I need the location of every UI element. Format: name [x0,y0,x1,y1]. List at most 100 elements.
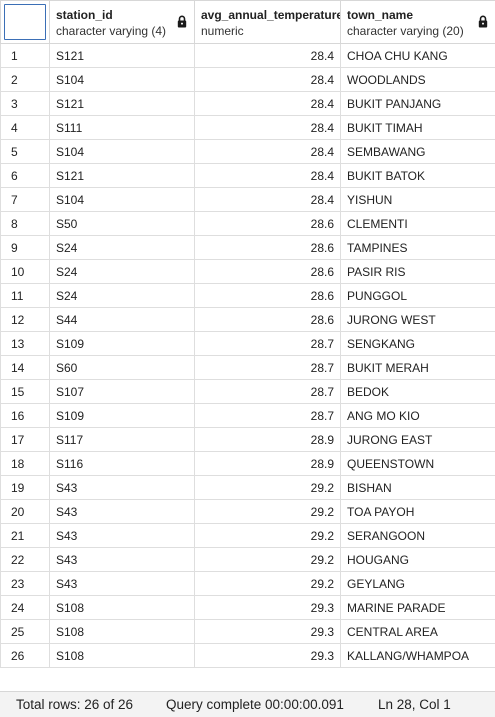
table-row[interactable]: 22 S43 29.2 HOUGANG [0,547,495,572]
cell-avg-annual-temperature[interactable]: 28.9 [194,451,341,476]
cell-station-id[interactable]: S108 [49,643,195,668]
cell-station-id[interactable]: S60 [49,355,195,380]
cell-town-name[interactable]: PASIR RIS [340,259,495,284]
row-number[interactable]: 19 [0,475,50,500]
table-row[interactable]: 23 S43 29.2 GEYLANG [0,571,495,596]
cell-avg-annual-temperature[interactable]: 28.4 [194,43,341,68]
cell-town-name[interactable]: CLEMENTI [340,211,495,236]
row-number[interactable]: 13 [0,331,50,356]
cell-avg-annual-temperature[interactable]: 28.7 [194,331,341,356]
cell-station-id[interactable]: S116 [49,451,195,476]
row-number[interactable]: 24 [0,595,50,620]
table-row[interactable]: 18 S116 28.9 QUEENSTOWN [0,451,495,476]
row-number[interactable]: 25 [0,619,50,644]
table-row[interactable]: 14 S60 28.7 BUKIT MERAH [0,355,495,380]
cell-town-name[interactable]: BISHAN [340,475,495,500]
table-row[interactable]: 20 S43 29.2 TOA PAYOH [0,499,495,524]
cell-town-name[interactable]: BUKIT PANJANG [340,91,495,116]
row-number[interactable]: 8 [0,211,50,236]
table-row[interactable]: 12 S44 28.6 JURONG WEST [0,307,495,332]
cell-station-id[interactable]: S121 [49,163,195,188]
table-row[interactable]: 7 S104 28.4 YISHUN [0,187,495,212]
table-row[interactable]: 1 S121 28.4 CHOA CHU KANG [0,43,495,68]
column-header-avg-annual-temperature[interactable]: avg_annual_temperature numeric [194,0,341,44]
row-number[interactable]: 1 [0,43,50,68]
cell-avg-annual-temperature[interactable]: 28.6 [194,307,341,332]
table-row[interactable]: 11 S24 28.6 PUNGGOL [0,283,495,308]
table-row[interactable]: 26 S108 29.3 KALLANG/WHAMPOA [0,643,495,668]
table-row[interactable]: 17 S117 28.9 JURONG EAST [0,427,495,452]
row-number[interactable]: 7 [0,187,50,212]
row-number[interactable]: 23 [0,571,50,596]
row-number[interactable]: 22 [0,547,50,572]
cell-town-name[interactable]: JURONG EAST [340,427,495,452]
cell-town-name[interactable]: YISHUN [340,187,495,212]
row-number[interactable]: 6 [0,163,50,188]
row-number[interactable]: 21 [0,523,50,548]
cell-station-id[interactable]: S104 [49,187,195,212]
cell-town-name[interactable]: ANG MO KIO [340,403,495,428]
table-row[interactable]: 15 S107 28.7 BEDOK [0,379,495,404]
cell-town-name[interactable]: BEDOK [340,379,495,404]
cell-avg-annual-temperature[interactable]: 29.3 [194,619,341,644]
cell-town-name[interactable]: TOA PAYOH [340,499,495,524]
row-number[interactable]: 4 [0,115,50,140]
table-row[interactable]: 5 S104 28.4 SEMBAWANG [0,139,495,164]
cell-avg-annual-temperature[interactable]: 28.7 [194,355,341,380]
cell-station-id[interactable]: S104 [49,67,195,92]
cell-town-name[interactable]: BUKIT BATOK [340,163,495,188]
cell-station-id[interactable]: S111 [49,115,195,140]
table-row[interactable]: 21 S43 29.2 SERANGOON [0,523,495,548]
cell-avg-annual-temperature[interactable]: 29.2 [194,475,341,500]
table-row[interactable]: 13 S109 28.7 SENGKANG [0,331,495,356]
cell-town-name[interactable]: CENTRAL AREA [340,619,495,644]
cell-town-name[interactable]: KALLANG/WHAMPOA [340,643,495,668]
cell-avg-annual-temperature[interactable]: 28.7 [194,403,341,428]
cell-station-id[interactable]: S109 [49,403,195,428]
cell-avg-annual-temperature[interactable]: 29.2 [194,523,341,548]
cell-town-name[interactable]: TAMPINES [340,235,495,260]
cell-station-id[interactable]: S24 [49,283,195,308]
cell-avg-annual-temperature[interactable]: 28.4 [194,115,341,140]
column-header-town-name[interactable]: town_name character varying (20) [340,0,495,44]
cell-station-id[interactable]: S43 [49,475,195,500]
cell-town-name[interactable]: SENGKANG [340,331,495,356]
cell-town-name[interactable]: WOODLANDS [340,67,495,92]
row-number[interactable]: 5 [0,139,50,164]
cell-station-id[interactable]: S44 [49,307,195,332]
cell-station-id[interactable]: S24 [49,235,195,260]
cell-station-id[interactable]: S121 [49,43,195,68]
cell-station-id[interactable]: S50 [49,211,195,236]
row-number[interactable]: 15 [0,379,50,404]
cell-town-name[interactable]: HOUGANG [340,547,495,572]
cell-avg-annual-temperature[interactable]: 29.2 [194,499,341,524]
cell-avg-annual-temperature[interactable]: 28.6 [194,235,341,260]
cell-town-name[interactable]: SERANGOON [340,523,495,548]
cell-avg-annual-temperature[interactable]: 28.4 [194,187,341,212]
table-row[interactable]: 24 S108 29.3 MARINE PARADE [0,595,495,620]
table-row[interactable]: 2 S104 28.4 WOODLANDS [0,67,495,92]
cell-avg-annual-temperature[interactable]: 29.3 [194,643,341,668]
cell-station-id[interactable]: S104 [49,139,195,164]
row-number[interactable]: 11 [0,283,50,308]
row-number[interactable]: 20 [0,499,50,524]
row-number[interactable]: 12 [0,307,50,332]
cell-station-id[interactable]: S43 [49,547,195,572]
cell-avg-annual-temperature[interactable]: 28.4 [194,139,341,164]
cell-station-id[interactable]: S117 [49,427,195,452]
cell-avg-annual-temperature[interactable]: 29.2 [194,571,341,596]
row-number[interactable]: 18 [0,451,50,476]
cell-station-id[interactable]: S109 [49,331,195,356]
table-row[interactable]: 10 S24 28.6 PASIR RIS [0,259,495,284]
cell-town-name[interactable]: CHOA CHU KANG [340,43,495,68]
table-row[interactable]: 3 S121 28.4 BUKIT PANJANG [0,91,495,116]
cell-station-id[interactable]: S43 [49,571,195,596]
cell-town-name[interactable]: SEMBAWANG [340,139,495,164]
row-number[interactable]: 16 [0,403,50,428]
cell-avg-annual-temperature[interactable]: 28.6 [194,283,341,308]
cell-avg-annual-temperature[interactable]: 28.4 [194,67,341,92]
select-all-box[interactable] [4,4,46,40]
row-number[interactable]: 17 [0,427,50,452]
cell-avg-annual-temperature[interactable]: 28.6 [194,211,341,236]
cell-town-name[interactable]: JURONG WEST [340,307,495,332]
